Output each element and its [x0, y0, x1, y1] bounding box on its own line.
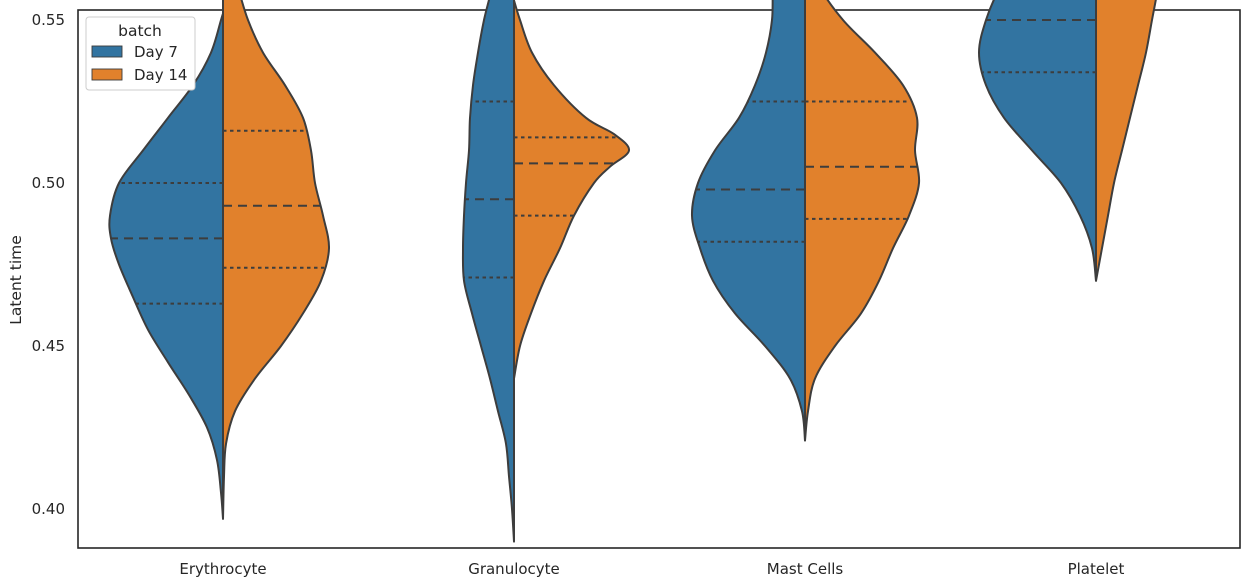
- violin-day-14-platelet: [1095, 0, 1157, 282]
- y-axis-label: Latent time: [7, 235, 25, 325]
- x-tick-label-erythrocyte: Erythrocyte: [179, 560, 266, 578]
- y-tick-label: 0.45: [32, 337, 65, 355]
- legend-label-day-7: Day 7: [134, 43, 178, 61]
- legend-title: batch: [118, 22, 162, 40]
- x-tick-label-platelet: Platelet: [1068, 560, 1125, 578]
- y-tick-label: 0.50: [32, 174, 65, 192]
- y-axis: 0.400.450.500.550.600.650.70: [32, 11, 65, 518]
- legend-swatch-day-7: [91, 45, 123, 58]
- x-tick-label-granulocyte: Granulocyte: [468, 560, 560, 578]
- legend-label-day-14: Day 14: [134, 66, 187, 84]
- legend: batch Day 7 Day 14: [85, 16, 196, 91]
- y-tick-label: 0.55: [32, 11, 65, 29]
- x-tick-label-mast-cells: Mast Cells: [767, 560, 844, 578]
- x-axis: Erythrocyte Granulocyte Mast Cells Platelet: [179, 560, 1124, 578]
- violin-day-14-granulocyte: [513, 0, 630, 380]
- violin-day-14-erythrocyte: [222, 0, 331, 520]
- violin-day-7-erythrocyte: [108, 12, 224, 520]
- y-tick-label: 0.40: [32, 500, 65, 518]
- violin-day-7-granulocyte: [461, 0, 515, 543]
- violin-day-7-mast-cells: [690, 0, 806, 442]
- violin-day-14-mast-cells: [804, 0, 921, 442]
- plot-frame: [77, 9, 1241, 549]
- violin-day-7-platelet: [978, 0, 1097, 282]
- violin-layer: [108, 0, 1157, 543]
- legend-swatch-day-14: [91, 68, 123, 81]
